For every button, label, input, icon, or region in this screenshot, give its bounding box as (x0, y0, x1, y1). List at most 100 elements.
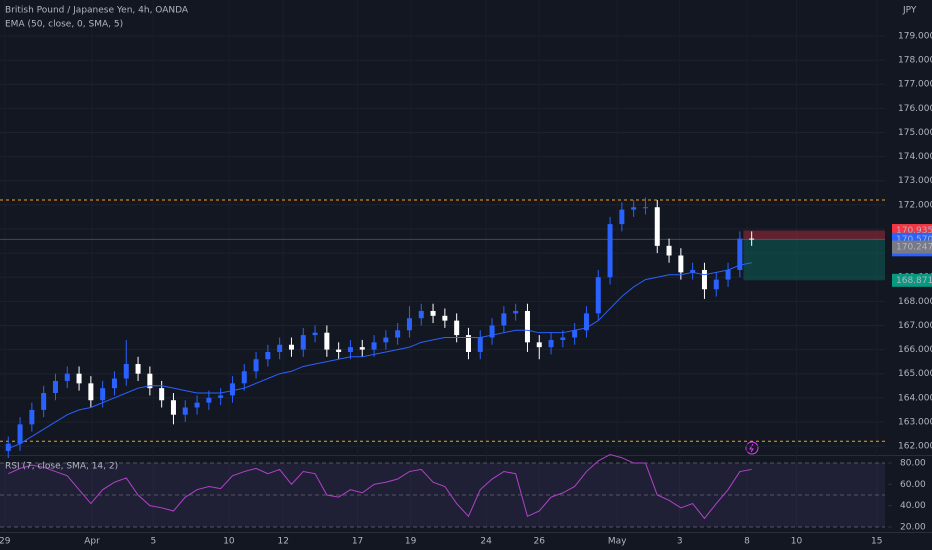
candle-body (383, 337, 389, 343)
currency-label: JPY (902, 6, 917, 16)
y-tick-label: 176.000 (898, 104, 932, 114)
candle-body (713, 279, 719, 290)
candle-body (159, 388, 165, 401)
candle-body (678, 255, 684, 273)
candle-body (607, 224, 613, 278)
ema-line (8, 262, 752, 449)
candle-body (477, 337, 483, 352)
y-tick-label: 162.000 (898, 442, 932, 452)
x-tick-label: 17 (352, 537, 363, 547)
candle-body (737, 238, 743, 270)
y-tick-label: 175.000 (898, 128, 932, 138)
indicator-label: EMA (50, close, 0, SMA, 5) (5, 20, 123, 30)
candle-body (666, 245, 672, 256)
x-tick-label: 29 (0, 537, 11, 547)
candle-body (701, 269, 707, 290)
candle-body (654, 207, 660, 246)
candle-body (524, 310, 530, 343)
x-tick-label: 24 (480, 537, 492, 547)
candle-body (312, 332, 318, 336)
candle-body (100, 388, 106, 401)
candle-body (277, 344, 283, 352)
candle-body (560, 337, 566, 340)
candle-body (253, 359, 259, 372)
price-label: 168.871 (896, 276, 932, 286)
x-tick-label: 19 (405, 537, 417, 547)
candle-body (206, 397, 212, 403)
candle-body (619, 209, 625, 225)
y-tick-label: 167.000 (898, 321, 932, 331)
candle-body (347, 347, 353, 352)
candle-body (123, 364, 129, 379)
alert-bolt (749, 443, 754, 453)
x-tick-label: 10 (791, 537, 803, 547)
candle-body (288, 344, 294, 350)
y-tick-label: 163.000 (898, 417, 932, 427)
y-tick-label: 165.000 (898, 369, 932, 379)
y-tick-label: 40.00 (900, 501, 926, 511)
candle-body (147, 373, 153, 389)
x-tick-label: 3 (677, 537, 683, 547)
y-tick-label: 80.00 (900, 459, 926, 469)
candle-body (229, 383, 235, 396)
stop-zone (743, 230, 885, 240)
candle-body (406, 318, 412, 331)
candle-body (583, 313, 589, 331)
candle-body (371, 342, 377, 350)
x-tick-label: May (608, 537, 627, 547)
price-label-bg (892, 240, 932, 254)
candle-body (513, 310, 519, 314)
candle-body (88, 383, 94, 401)
y-tick-label: 168.000 (898, 297, 932, 307)
candle-body (465, 335, 471, 352)
y-tick-label: 166.000 (898, 345, 932, 355)
x-tick-label: Apr (84, 537, 100, 547)
candle-body (430, 310, 436, 316)
candle-body (690, 269, 696, 273)
candle-body (41, 392, 47, 410)
candle-body (418, 310, 424, 319)
candle-body (725, 269, 731, 280)
candle-body (64, 373, 70, 381)
price-label: 170.247 (896, 243, 932, 253)
pane-divider (0, 455, 932, 456)
rsi-line (8, 453, 752, 520)
x-tick-label: 15 (871, 537, 882, 547)
candle-body (454, 320, 460, 336)
target-zone (743, 239, 885, 281)
y-tick-label: 60.00 (900, 480, 926, 490)
candle-body (536, 342, 542, 348)
candle-body (359, 347, 365, 350)
candle-body (572, 330, 578, 338)
y-tick-label: 173.000 (898, 176, 932, 186)
y-tick-label: 172.000 (898, 200, 932, 210)
y-tick-label: 20.00 (900, 522, 926, 532)
candle-body (442, 315, 448, 321)
candle-body (749, 238, 755, 240)
alert-icon[interactable] (745, 441, 759, 455)
candle-body (5, 443, 11, 451)
x-tick-label: 10 (223, 537, 235, 547)
candle-body (135, 364, 141, 374)
y-tick-label: 179.000 (898, 31, 932, 41)
x-tick-label: 5 (151, 537, 157, 547)
x-tick-label: 8 (744, 537, 750, 547)
price-label: 170.570 (896, 235, 932, 245)
candle-body (76, 373, 82, 384)
x-tick-label: 26 (534, 537, 546, 547)
y-tick-label: 164.000 (898, 393, 932, 403)
price-label: 170.935 (896, 226, 932, 236)
candle-body (111, 378, 117, 389)
candle-body (218, 395, 224, 398)
y-tick-label: 174.000 (898, 152, 932, 162)
x-tick-label: 12 (277, 537, 288, 547)
candle-body (182, 407, 188, 415)
candle-body (241, 371, 247, 384)
candle-body (548, 339, 554, 348)
candle-body (631, 207, 637, 210)
candle-body (336, 349, 342, 352)
candle-body (52, 380, 58, 393)
candle-body (194, 402, 200, 408)
